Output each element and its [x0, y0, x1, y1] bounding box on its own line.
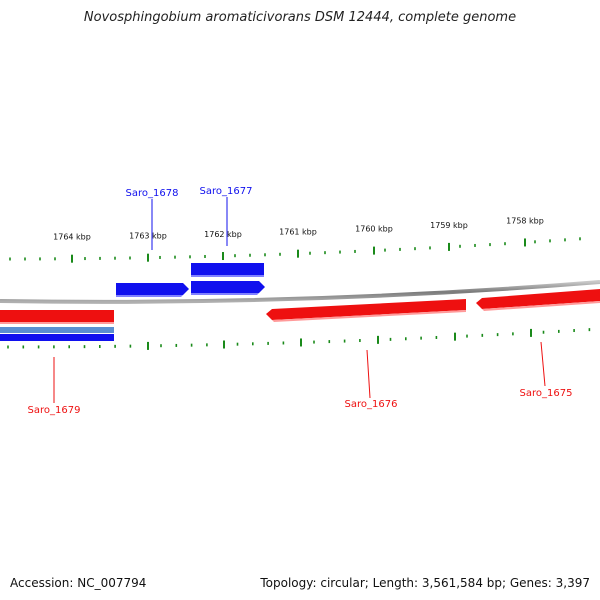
gene-edge-top-saro-1677 [191, 275, 264, 277]
gene-arrow-saro-1675[interactable] [476, 289, 600, 309]
leader-saro-1676 [366, 349, 371, 399]
gene-label-saro-1677[interactable]: Saro_1677 [200, 186, 253, 197]
genome-title: Novosphingobium aromaticivorans DSM 1244… [83, 10, 517, 25]
gene-saro-1675[interactable] [476, 289, 600, 311]
scale-label: 1759 kbp [430, 221, 468, 230]
scale-label: 1764 kbp [53, 233, 91, 242]
scale-label: 1758 kbp [506, 216, 544, 225]
gene-arrow-saro-1678[interactable] [116, 283, 189, 295]
gene-label-saro-1675[interactable]: Saro_1675 [520, 388, 573, 399]
accession-label: Accession: NC_007794 [10, 576, 147, 590]
gene-strip-blue-saro-1679 [0, 327, 114, 333]
scale-label: 1761 kbp [279, 228, 317, 237]
gene-edge-saro-1675 [482, 301, 600, 311]
scale-label: 1762 kbp [204, 230, 242, 239]
scale-ticks-top [9, 237, 581, 263]
scale-label: 1760 kbp [355, 225, 393, 234]
gene-edge-saro-1679 [0, 322, 114, 324]
gene-saro-1676[interactable] [266, 299, 466, 322]
gene-label-saro-1679[interactable]: Saro_1679 [28, 405, 81, 416]
scale-label: 1763 kbp [129, 232, 167, 241]
gene-arrow-saro-1677[interactable] [191, 263, 264, 275]
gene-arrow-saro-1676[interactable] [266, 299, 466, 320]
gene-label-saro-1678[interactable]: Saro_1678 [126, 188, 179, 199]
genome-summary: Topology: circular; Length: 3,561,584 bp… [260, 576, 590, 590]
scale-labels: 1764 kbp 1763 kbp 1762 kbp 1761 kbp 1760 kbp… [53, 216, 544, 241]
gene-label-saro-1676[interactable]: Saro_1676 [345, 399, 398, 410]
gene-arrow2-saro-1677[interactable] [191, 281, 265, 293]
gene-arrow-saro-1679[interactable] [0, 310, 114, 322]
gene-edge-saro-1678 [116, 295, 183, 297]
gene-saro-1678[interactable] [116, 283, 189, 297]
gene-strip-blue2-saro-1679 [0, 334, 114, 341]
gene-saro-1677[interactable] [191, 263, 265, 295]
scale-ticks-bottom [7, 328, 591, 350]
gene-edge-saro-1677 [191, 293, 259, 295]
leader-saro-1675 [540, 341, 546, 387]
backbone-track [0, 280, 600, 304]
gene-edge-saro-1676 [272, 310, 466, 322]
gene-saro-1679[interactable] [0, 310, 114, 341]
